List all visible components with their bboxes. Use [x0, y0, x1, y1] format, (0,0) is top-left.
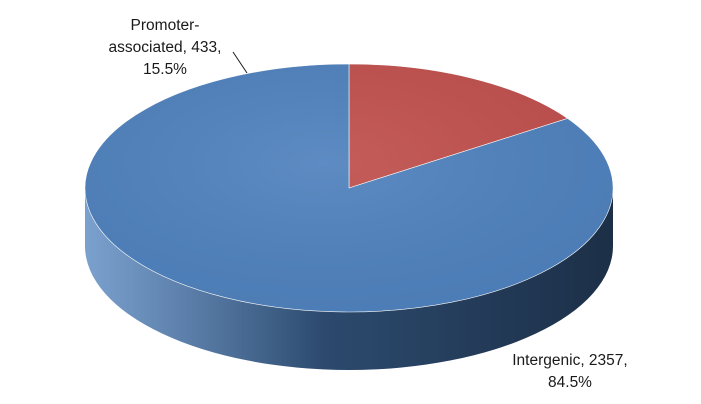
- data-label-intergenic: Intergenic, 2357, 84.5%: [512, 352, 627, 391]
- pie-top-sheen: [85, 64, 613, 312]
- data-label-promoter-line: Promoter-: [131, 17, 200, 34]
- data-label-promoter: Promoter-associated, 433, 15.5%: [109, 17, 222, 78]
- data-label-intergenic-line: 84.5%: [548, 374, 592, 391]
- data-label-intergenic-line: Intergenic, 2357,: [512, 352, 627, 369]
- pie-side-wall-intergenic: [85, 188, 613, 370]
- promoter-leader-line: [232, 51, 248, 74]
- data-label-promoter-line: associated, 433,: [109, 39, 222, 56]
- data-label-promoter-line: 15.5%: [143, 61, 187, 78]
